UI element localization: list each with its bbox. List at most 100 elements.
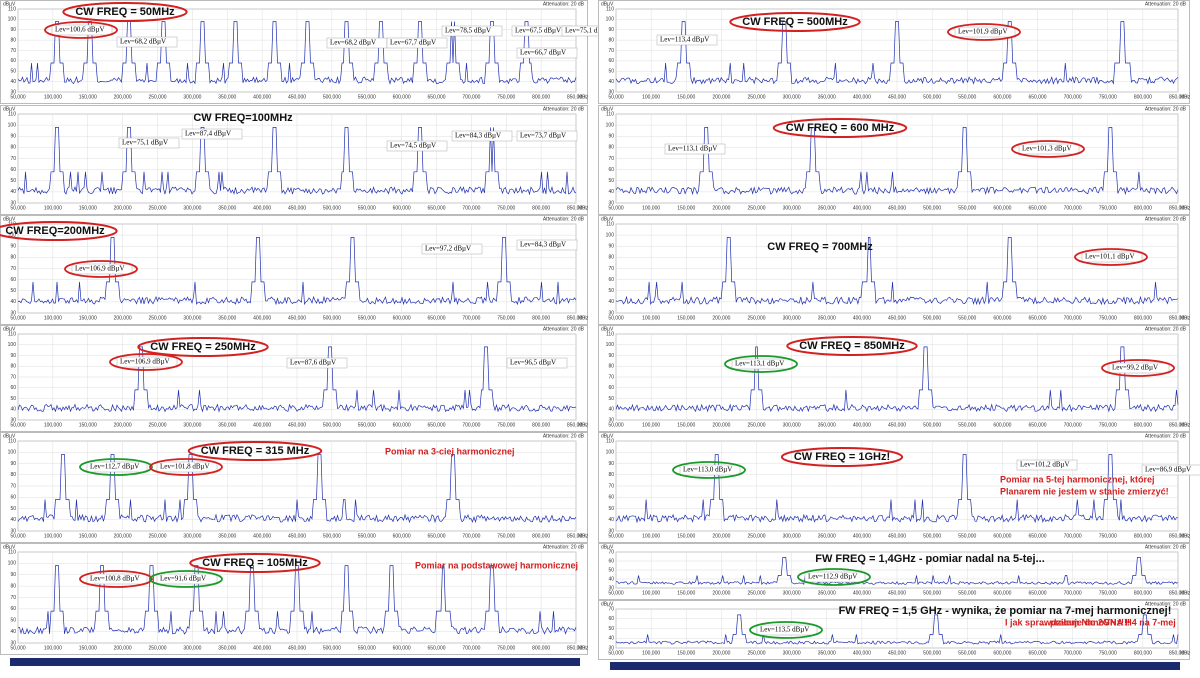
marker-box xyxy=(516,239,578,251)
x-tick-label: 300,000 xyxy=(183,315,201,321)
y-tick-label: 60 xyxy=(608,277,614,283)
y-tick-label: 30 xyxy=(10,200,16,206)
panel: dBµV Attenuation: 20 dB 30 40 50 60 70 50,000 10… xyxy=(598,543,1191,600)
x-tick-label: 400,000 xyxy=(253,422,271,428)
marker-box xyxy=(386,140,448,152)
x-tick-label: 500,000 xyxy=(923,422,941,428)
y-tick-label: 90 xyxy=(608,353,614,359)
marker-box xyxy=(156,461,218,473)
attenuation: Attenuation: 20 dB xyxy=(1145,601,1187,607)
x-tick-label: 500,000 xyxy=(323,533,341,539)
level-circle xyxy=(947,23,1021,41)
y-tick-label: 70 xyxy=(10,156,16,162)
marker-box xyxy=(1141,464,1200,476)
x-tick-label: 600,000 xyxy=(993,650,1011,656)
y-tick-label: 60 xyxy=(608,558,614,564)
y-tick-label: 40 xyxy=(608,517,614,523)
y-tick-label: 50 xyxy=(608,396,614,402)
x-tick-label: 700,000 xyxy=(462,205,480,211)
spectrum-trace xyxy=(615,614,1179,645)
x-tick-label: 700,000 xyxy=(1064,205,1082,211)
x-tick-label: 350,000 xyxy=(218,94,236,100)
y-tick-label: 110 xyxy=(8,549,16,555)
x-tick-label: 200,000 xyxy=(114,315,132,321)
attenuation: Attenuation: 20 dB xyxy=(543,433,585,439)
unit-label: dBµV xyxy=(601,106,614,112)
x-tick-label: 850,000 xyxy=(1169,422,1187,428)
y-tick-label: 50 xyxy=(608,288,614,294)
x-tick-label: 450,000 xyxy=(888,94,906,100)
y-tick-label: 50 xyxy=(10,69,16,75)
x-tick-label: 550,000 xyxy=(358,645,376,651)
y-tick-label: 100 xyxy=(606,342,615,348)
x-tick-label: 350,000 xyxy=(818,94,836,100)
marker-box xyxy=(804,571,866,583)
x-tick-label: 700,000 xyxy=(462,94,480,100)
attenuation: Attenuation: 20 dB xyxy=(1145,433,1187,439)
level-label: Lev=68,2 dBµV xyxy=(330,39,376,47)
x-tick-label: 650,000 xyxy=(1028,422,1046,428)
x-tick-label: 150,000 xyxy=(677,533,695,539)
y-tick-label: 50 xyxy=(10,178,16,184)
x-tick-label: 100,000 xyxy=(642,205,660,211)
x-tick-label: 400,000 xyxy=(253,533,271,539)
level-label: Lev=101,3 dBµV xyxy=(1022,145,1072,153)
panel-title: CW FREQ = 600 MHz xyxy=(786,122,895,134)
note: Pomiar na 5-tej harmonicznej, której xyxy=(1000,474,1155,484)
panel: dBµV Attenuation: 20 dB 30 40 50 60 70 50,000 10… xyxy=(598,600,1191,660)
x-tick-label: 600,000 xyxy=(393,205,411,211)
y-tick-label: 100 xyxy=(606,450,615,456)
x-unit: MHz xyxy=(1180,533,1191,539)
marker-box xyxy=(116,36,178,48)
x-tick-label: 350,000 xyxy=(218,315,236,321)
panel-title: CW FREQ = 500MHz xyxy=(742,16,848,28)
spectrum-trace xyxy=(615,237,1179,306)
x-tick-label: 450,000 xyxy=(288,422,306,428)
x-unit: MHz xyxy=(578,422,589,428)
level-circle xyxy=(149,570,223,588)
x-tick-label: 750,000 xyxy=(497,94,515,100)
x-tick-label: 350,000 xyxy=(218,422,236,428)
y-tick-label: 80 xyxy=(608,37,614,43)
scrollbar xyxy=(10,658,580,666)
x-tick-label: 600,000 xyxy=(393,645,411,651)
x-tick-label: 100,000 xyxy=(44,205,62,211)
x-tick-label: 500,000 xyxy=(923,650,941,656)
x-tick-label: 850,000 xyxy=(567,533,585,539)
y-tick-label: 40 xyxy=(608,79,614,85)
panel-title: CW FREQ = 850MHz xyxy=(799,340,905,352)
level-label: Lev=101,8 dBµV xyxy=(160,463,210,471)
x-tick-label: 650,000 xyxy=(1028,650,1046,656)
y-tick-label: 90 xyxy=(10,572,16,578)
y-tick-label: 70 xyxy=(608,156,614,162)
y-tick-label: 60 xyxy=(10,167,16,173)
y-tick-label: 40 xyxy=(608,636,614,642)
x-tick-label: 700,000 xyxy=(462,645,480,651)
panel-title: FW FREQ = 1,4GHz - pomiar nadal na 5-tej… xyxy=(815,553,1045,565)
x-tick-label: 850,000 xyxy=(1169,533,1187,539)
x-tick-label: 850,000 xyxy=(1169,650,1187,656)
x-unit: MHz xyxy=(1180,94,1191,100)
title-circle xyxy=(772,118,908,138)
y-tick-label: 30 xyxy=(10,89,16,95)
level-circle xyxy=(79,458,153,476)
x-tick-label: 650,000 xyxy=(1028,205,1046,211)
level-label: Lev=75,1 dBµV xyxy=(565,27,611,35)
note: Pomiar na podstawowej harmonicznej xyxy=(415,560,578,570)
y-tick-label: 100 xyxy=(8,17,17,23)
level-label: Lev=66,7 dBµV xyxy=(520,49,566,57)
x-tick-label: 600,000 xyxy=(393,533,411,539)
x-tick-label: 50,000 xyxy=(608,205,624,211)
x-tick-label: 400,000 xyxy=(853,422,871,428)
x-tick-label: 650,000 xyxy=(427,645,445,651)
y-tick-label: 50 xyxy=(608,626,614,632)
level-label: Lev=101,9 dBµV xyxy=(958,28,1008,36)
x-tick-label: 300,000 xyxy=(183,422,201,428)
x-tick-label: 350,000 xyxy=(818,422,836,428)
unit-label: dBµV xyxy=(601,601,614,607)
level-circle xyxy=(44,21,118,39)
x-tick-label: 750,000 xyxy=(1099,94,1117,100)
x-tick-label: 550,000 xyxy=(958,94,976,100)
x-tick-label: 200,000 xyxy=(712,315,730,321)
x-tick-label: 200,000 xyxy=(712,94,730,100)
